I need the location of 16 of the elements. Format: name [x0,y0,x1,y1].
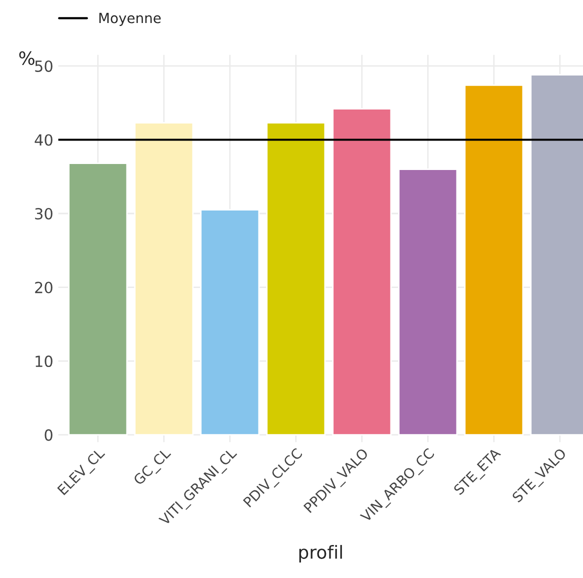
y-tick-label: 40 [34,134,52,146]
bar [200,209,260,436]
bar [266,122,326,436]
x-axis-title: profil [299,544,342,562]
y-tick-label: 0 [44,429,52,441]
y-tick-label: 10 [36,355,52,368]
bar [398,168,458,436]
y-tick-label: 20 [35,282,52,294]
bar [68,162,128,436]
bar [464,84,524,436]
y-axis-title: % [19,51,34,65]
bar [134,122,194,436]
legend-label: Moyenne [99,12,161,26]
y-tick-label: 30 [35,208,52,220]
bar [332,108,392,436]
y-tick-label: 50 [35,60,52,72]
